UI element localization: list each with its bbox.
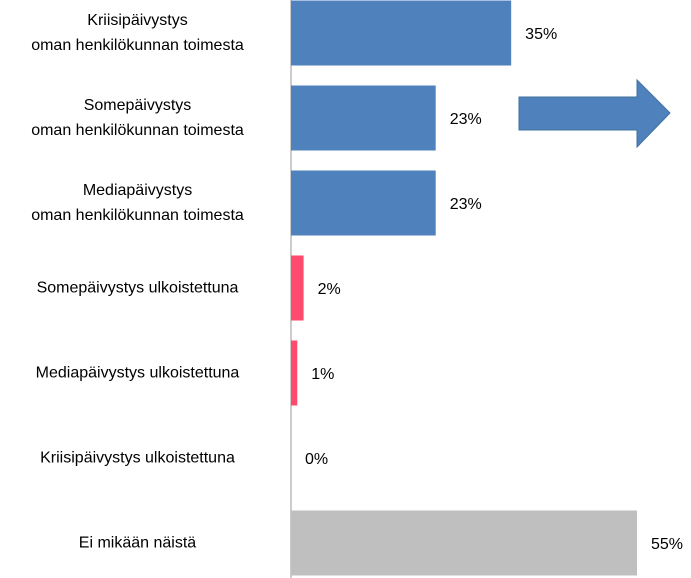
bar — [291, 170, 436, 236]
value-label: 1% — [311, 366, 334, 383]
bar — [291, 510, 637, 576]
value-label: 23% — [450, 196, 482, 213]
category-label: Somepäivystys ulkoistettuna — [36, 279, 239, 297]
value-label: 55% — [651, 536, 683, 553]
category-label: Somepäivystys oman henkilökunnan toimest… — [31, 97, 244, 139]
bar — [291, 85, 436, 151]
value-label: 2% — [318, 281, 341, 298]
category-label: Ei mikään näistä — [78, 534, 197, 552]
value-label: 23% — [450, 111, 482, 128]
arrow — [518, 78, 671, 149]
bar — [291, 255, 304, 321]
category-label: Mediapäivystys ulkoistettuna — [35, 364, 240, 382]
category-label: Kriisipäivystys oman henkilökunnan toime… — [31, 12, 244, 54]
value-label: 0% — [305, 451, 328, 468]
value-label: 35% — [525, 26, 557, 43]
category-label: Kriisipäivystys ulkoistettuna — [40, 449, 235, 467]
category-label: Mediapäivystys oman henkilökunnan toimes… — [31, 182, 244, 224]
bar — [291, 0, 512, 66]
bar — [291, 340, 298, 406]
